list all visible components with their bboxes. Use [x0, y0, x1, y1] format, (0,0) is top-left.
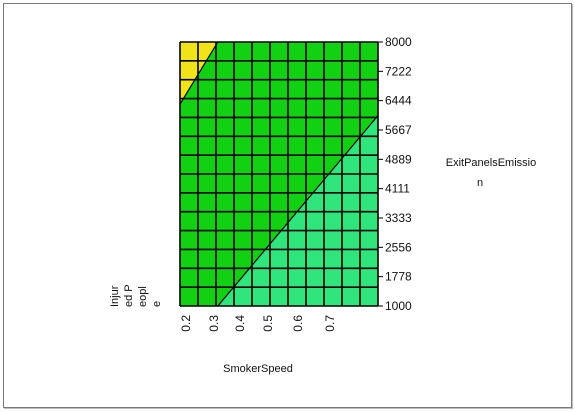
y-tick-label: 3333 — [385, 211, 412, 225]
x-tick-label: 0.5 — [261, 315, 275, 332]
y-tick-label: 1778 — [385, 270, 412, 284]
x-tick-label: 0.4 — [233, 315, 247, 332]
y-tick-label: 4111 — [385, 182, 410, 196]
y-tick-label: 2556 — [385, 240, 412, 254]
y-axis-title-line: eopl — [137, 286, 149, 307]
contour-line-mid — [217, 115, 379, 307]
x-axis-title: SmokerSpeed — [223, 363, 293, 375]
y-tick-label: 6444 — [385, 94, 412, 108]
right-axis-title-line: ExitPanelsEmissio — [446, 157, 536, 169]
x-tick-label: 0.7 — [323, 315, 337, 332]
right-axis-title-line: n — [477, 177, 483, 189]
x-tick-label: 0.3 — [207, 315, 221, 332]
x-tick-label: 0.6 — [291, 315, 305, 332]
y-tick-label: 8000 — [385, 35, 412, 49]
y-axis-title-line: ed P — [123, 284, 135, 307]
y-tick-label: 1000 — [385, 299, 412, 313]
y-tick-label: 4889 — [385, 152, 412, 166]
y-axis-title-line: Injur — [109, 285, 121, 307]
y-tick-label: 7222 — [385, 64, 412, 78]
x-tick-label: 0.2 — [179, 315, 193, 332]
y-tick-label: 5667 — [385, 123, 412, 137]
y-axis-title-line: e — [151, 301, 163, 307]
contour-line-high — [179, 41, 219, 105]
